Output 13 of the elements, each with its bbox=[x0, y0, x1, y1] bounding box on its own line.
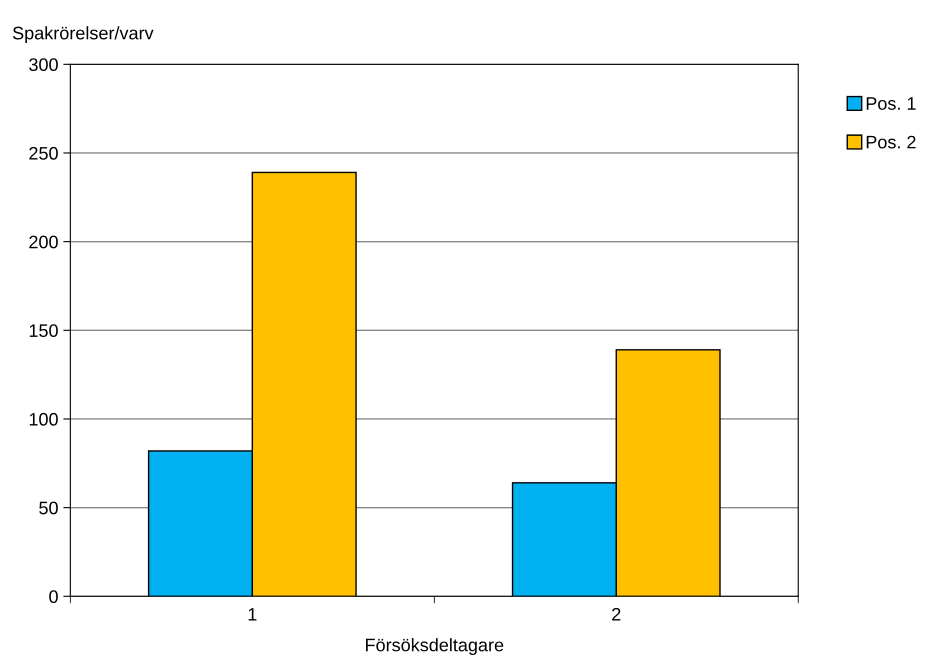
x-tick-label: 2 bbox=[612, 608, 620, 620]
y-tick-label: 0 bbox=[49, 590, 58, 604]
y-tick-label: 100 bbox=[30, 412, 58, 426]
legend-label: Pos. 1 bbox=[866, 97, 916, 110]
y-tick-label: 200 bbox=[29, 236, 58, 248]
y-tick-label: 150 bbox=[30, 324, 58, 338]
x-tick-label: 1 bbox=[248, 608, 256, 620]
y-tick-label: 250 bbox=[29, 146, 58, 160]
y-tick-label: 300 bbox=[29, 58, 58, 72]
x-axis-title: Försöksdeltagare bbox=[366, 638, 504, 655]
legend-label: Pos. 2 bbox=[866, 136, 916, 148]
y-axis-title: Spakrörelser/varv bbox=[12, 26, 154, 44]
y-tick-label: 50 bbox=[39, 502, 58, 514]
